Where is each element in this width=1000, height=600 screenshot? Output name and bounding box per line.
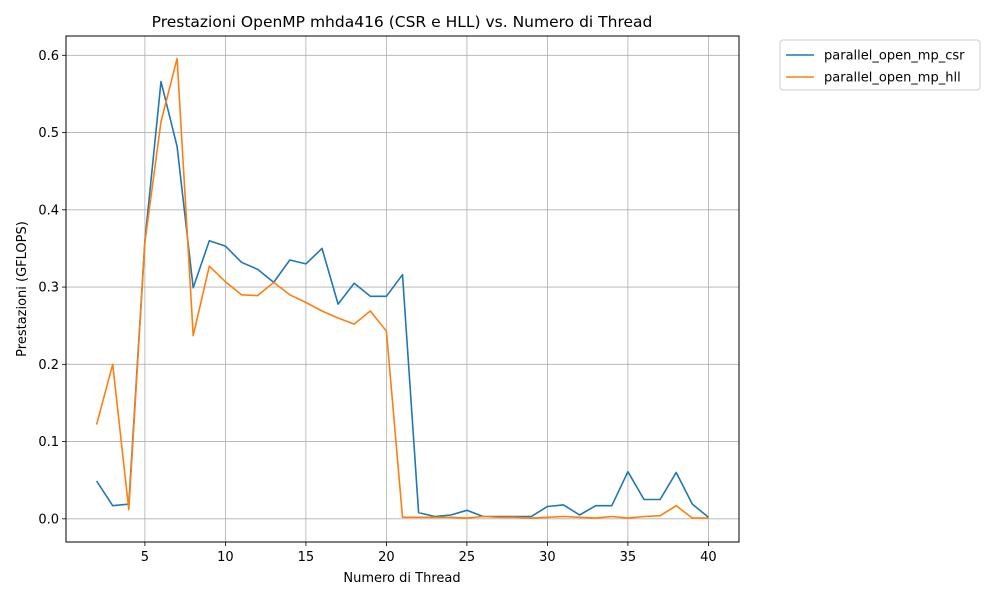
y-tick-label: 0.5 — [38, 126, 59, 141]
legend-label: parallel_open_mp_hll — [824, 71, 961, 86]
y-axis-label: Prestazioni (GFLOPS) — [15, 221, 30, 357]
x-tick-label: 35 — [620, 550, 637, 565]
chart-title: Prestazioni OpenMP mhda416 (CSR e HLL) v… — [152, 13, 653, 31]
x-tick-label: 25 — [459, 550, 476, 565]
x-tick-label: 30 — [539, 550, 556, 565]
legend-label: parallel_open_mp_csr — [824, 49, 965, 64]
y-tick-label: 0.4 — [38, 203, 59, 218]
y-tick-label: 0.2 — [38, 358, 59, 373]
legend: parallel_open_mp_csr parallel_open_mp_hll — [779, 39, 981, 91]
y-tick-label: 0.6 — [38, 49, 59, 64]
legend-frame — [779, 39, 981, 91]
plot-frame — [65, 35, 740, 543]
y-tick-label: 0.0 — [38, 512, 59, 527]
grid — [66, 36, 739, 542]
series-lines — [95, 57, 709, 519]
x-tick-label: 20 — [378, 550, 395, 565]
x-tick-label: 5 — [141, 550, 149, 565]
y-tick-label: 0.1 — [38, 435, 59, 450]
x-tick-label: 10 — [217, 550, 234, 565]
y-axis-ticks: 0.0 0.1 0.2 0.3 0.4 0.5 0.6 — [38, 49, 66, 527]
x-tick-label: 15 — [298, 550, 315, 565]
series-line-parallel_open_mp_csr — [95, 80, 709, 518]
y-tick-label: 0.3 — [38, 281, 59, 296]
x-axis-ticks: 5 10 15 20 25 30 35 40 — [141, 542, 717, 565]
series-line-parallel_open_mp_hll — [95, 57, 709, 519]
x-tick-label: 40 — [700, 550, 717, 565]
x-axis-label: Numero di Thread — [343, 571, 460, 586]
